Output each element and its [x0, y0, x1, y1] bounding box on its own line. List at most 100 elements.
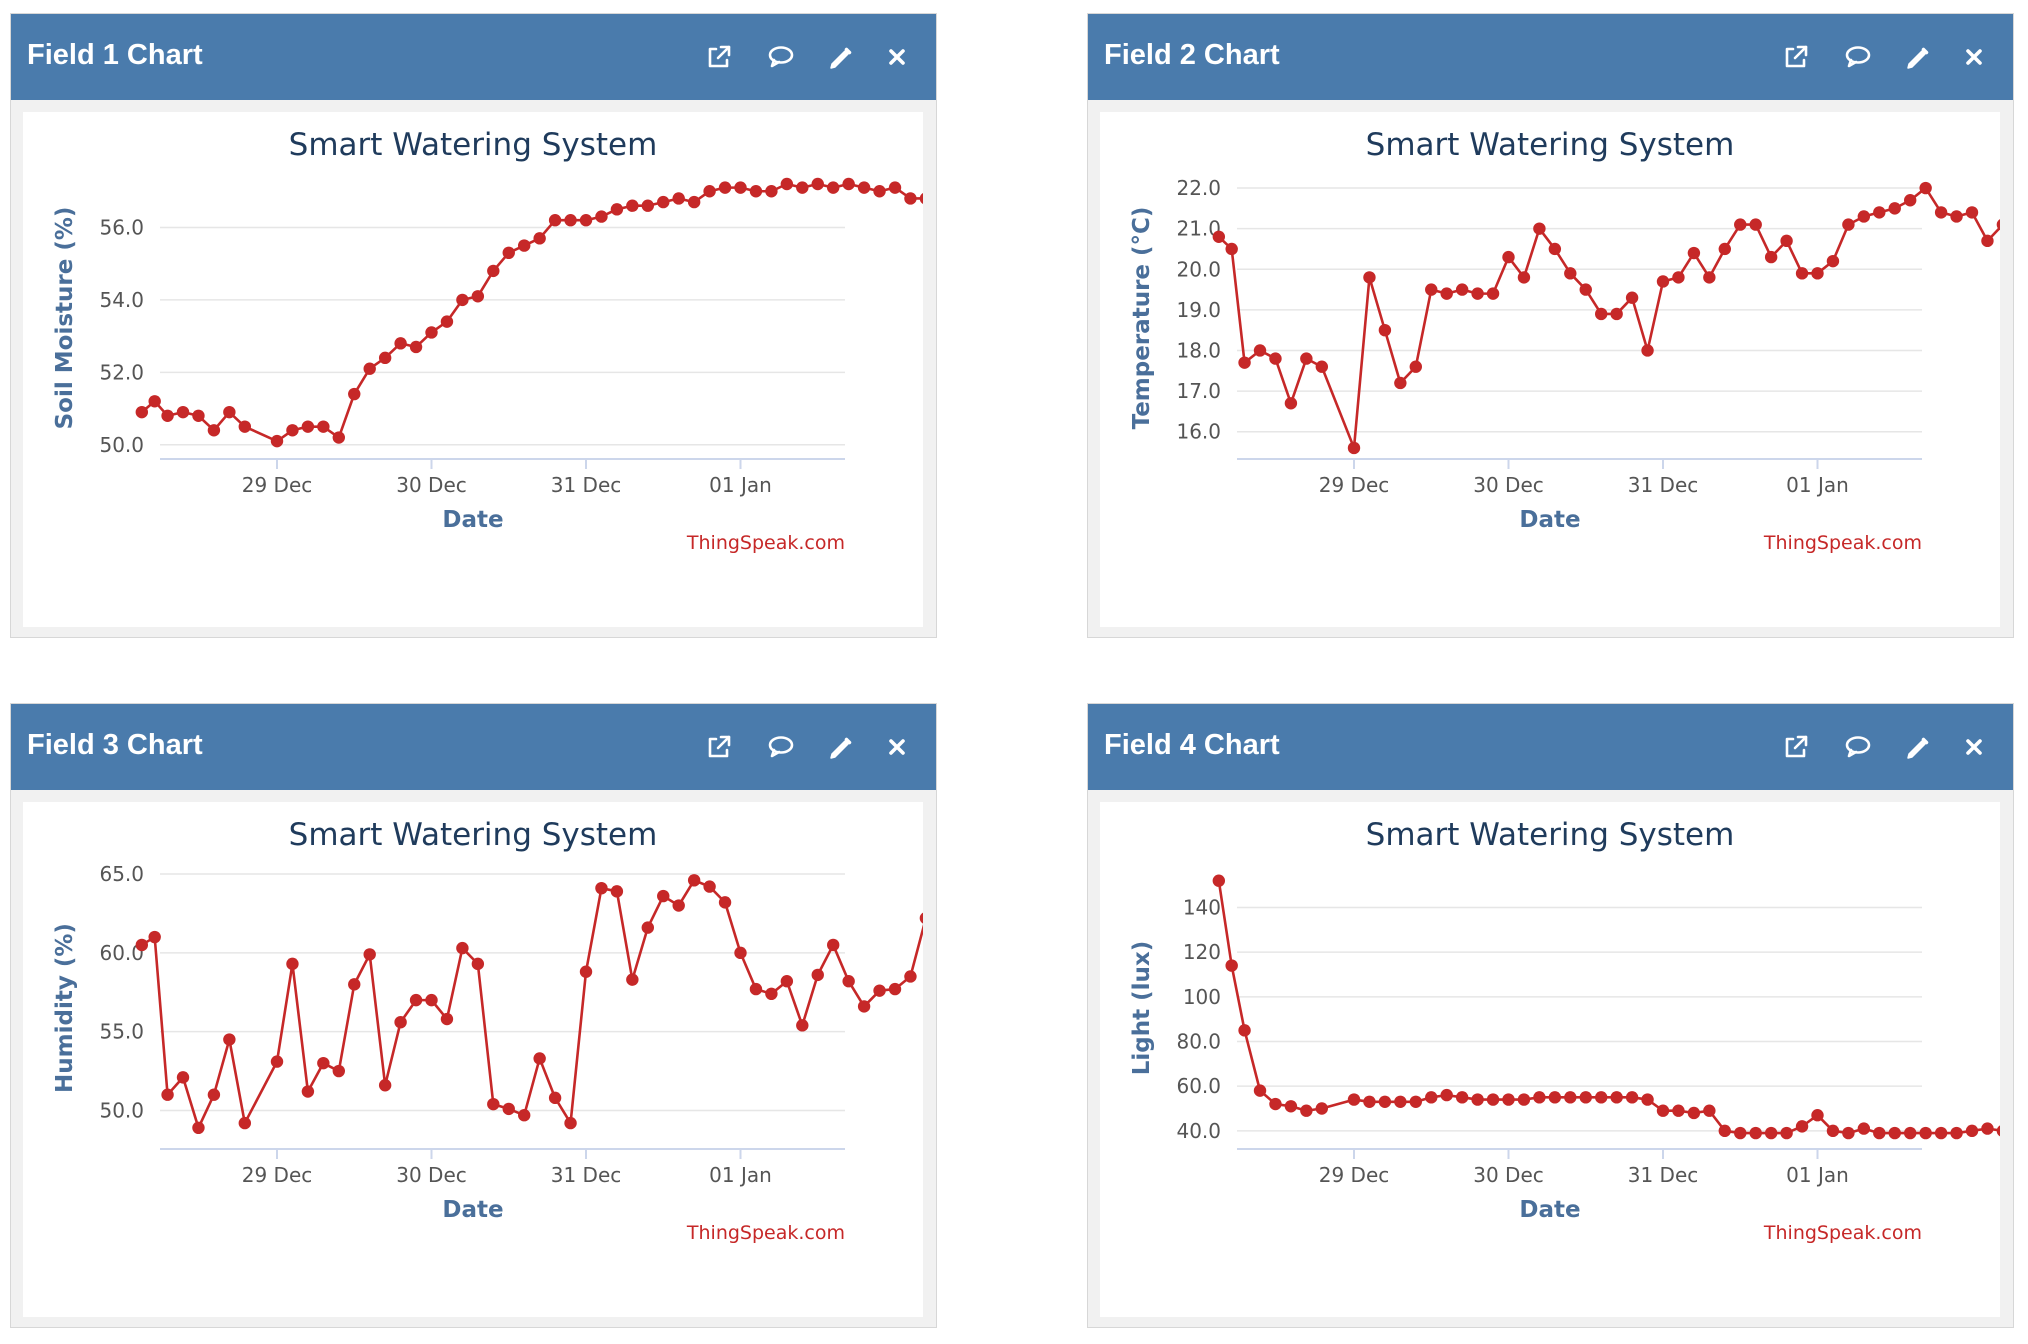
- data-point[interactable]: [176, 1071, 190, 1084]
- data-point[interactable]: [1548, 1091, 1562, 1104]
- data-point[interactable]: [827, 181, 840, 194]
- data-point[interactable]: [1517, 271, 1531, 284]
- data-point[interactable]: [564, 1116, 577, 1130]
- data-point[interactable]: [641, 921, 654, 934]
- data-point[interactable]: [687, 195, 701, 209]
- data-point[interactable]: [734, 181, 747, 194]
- data-point[interactable]: [1873, 1126, 1886, 1140]
- data-point[interactable]: [161, 409, 174, 422]
- data-point[interactable]: [378, 1079, 392, 1092]
- data-point[interactable]: [857, 181, 871, 194]
- data-point[interactable]: [1455, 1091, 1469, 1104]
- data-point[interactable]: [1687, 246, 1701, 260]
- external-link-button[interactable]: [1778, 729, 1814, 765]
- data-point[interactable]: [1919, 1126, 1932, 1140]
- data-point[interactable]: [1641, 1093, 1654, 1106]
- data-point[interactable]: [135, 405, 149, 419]
- data-point[interactable]: [811, 177, 824, 191]
- data-point[interactable]: [1269, 1097, 1282, 1111]
- data-point[interactable]: [1284, 1100, 1298, 1113]
- data-point[interactable]: [135, 938, 149, 952]
- pencil-button[interactable]: [1898, 39, 1934, 75]
- data-point[interactable]: [1934, 1126, 1948, 1140]
- data-point[interactable]: [888, 181, 902, 194]
- data-point[interactable]: [610, 203, 624, 216]
- data-point[interactable]: [1826, 1124, 1840, 1138]
- data-point[interactable]: [857, 1000, 871, 1013]
- data-point[interactable]: [672, 192, 685, 205]
- data-point[interactable]: [1579, 1091, 1592, 1104]
- data-point[interactable]: [842, 177, 855, 191]
- data-point[interactable]: [718, 181, 732, 194]
- data-point[interactable]: [827, 938, 840, 952]
- close-button[interactable]: [879, 39, 915, 75]
- data-point[interactable]: [1842, 1126, 1855, 1140]
- data-point[interactable]: [1811, 267, 1824, 280]
- comment-button[interactable]: [763, 729, 799, 765]
- data-point[interactable]: [409, 993, 423, 1007]
- data-point[interactable]: [1749, 218, 1762, 231]
- data-point[interactable]: [223, 1033, 236, 1046]
- data-point[interactable]: [610, 885, 624, 898]
- data-point[interactable]: [223, 405, 236, 419]
- data-point[interactable]: [904, 970, 917, 983]
- data-point[interactable]: [348, 978, 361, 991]
- data-point[interactable]: [1734, 218, 1747, 231]
- data-point[interactable]: [1225, 959, 1238, 972]
- data-point[interactable]: [1857, 210, 1871, 223]
- close-button[interactable]: [1956, 39, 1992, 75]
- data-point[interactable]: [1672, 1104, 1685, 1117]
- data-point[interactable]: [1363, 1095, 1376, 1108]
- data-point[interactable]: [1363, 271, 1376, 284]
- data-point[interactable]: [471, 957, 485, 971]
- data-point[interactable]: [1919, 181, 1932, 195]
- data-point[interactable]: [765, 987, 778, 1001]
- data-point[interactable]: [1315, 360, 1329, 373]
- data-point[interactable]: [1284, 397, 1298, 410]
- data-point[interactable]: [148, 395, 161, 408]
- data-point[interactable]: [1300, 352, 1313, 365]
- data-point[interactable]: [1378, 323, 1392, 337]
- data-point[interactable]: [657, 889, 670, 903]
- close-button[interactable]: [879, 729, 915, 765]
- pencil-button[interactable]: [821, 729, 857, 765]
- data-point[interactable]: [873, 984, 886, 997]
- data-point[interactable]: [1795, 267, 1809, 280]
- data-point[interactable]: [1378, 1095, 1392, 1108]
- data-point[interactable]: [796, 181, 809, 194]
- data-point[interactable]: [1564, 1091, 1577, 1104]
- data-point[interactable]: [1842, 218, 1855, 231]
- data-point[interactable]: [919, 912, 923, 924]
- data-point[interactable]: [703, 880, 716, 893]
- data-point[interactable]: [1502, 250, 1515, 264]
- data-point[interactable]: [1238, 1024, 1251, 1037]
- data-point[interactable]: [192, 1121, 205, 1135]
- pencil-button[interactable]: [821, 39, 857, 75]
- close-button[interactable]: [1956, 729, 1992, 765]
- data-point[interactable]: [564, 214, 577, 227]
- data-point[interactable]: [1888, 202, 1901, 215]
- data-point[interactable]: [207, 424, 221, 437]
- data-point[interactable]: [176, 405, 190, 419]
- data-point[interactable]: [1300, 1104, 1313, 1117]
- comment-button[interactable]: [1840, 729, 1876, 765]
- data-point[interactable]: [533, 232, 546, 245]
- data-point[interactable]: [487, 1097, 500, 1111]
- data-point[interactable]: [425, 326, 438, 339]
- data-point[interactable]: [1965, 206, 1979, 219]
- data-point[interactable]: [595, 881, 608, 895]
- data-point[interactable]: [1610, 1091, 1623, 1104]
- data-point[interactable]: [1764, 1126, 1778, 1140]
- data-point[interactable]: [919, 192, 923, 204]
- data-point[interactable]: [765, 185, 778, 198]
- data-point[interactable]: [780, 177, 794, 191]
- data-point[interactable]: [1471, 1093, 1484, 1106]
- data-point[interactable]: [378, 351, 392, 365]
- data-point[interactable]: [332, 1064, 345, 1078]
- data-point[interactable]: [657, 195, 670, 209]
- data-point[interactable]: [749, 185, 763, 198]
- thingspeak-credit-link[interactable]: ThingSpeak.com: [686, 532, 845, 554]
- data-point[interactable]: [796, 1019, 809, 1032]
- data-point[interactable]: [1873, 206, 1886, 219]
- data-point[interactable]: [641, 199, 654, 212]
